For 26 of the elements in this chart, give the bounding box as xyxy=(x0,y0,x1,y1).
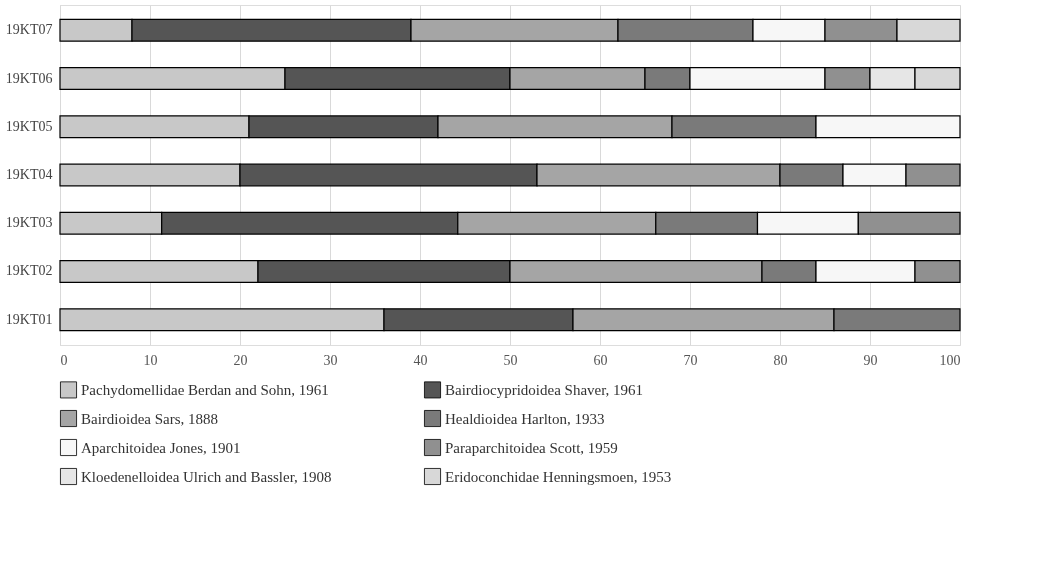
x-tick-label: 80 xyxy=(773,352,788,368)
legend-label: Eridoconchidae Henningsmoen, 1953 xyxy=(445,468,672,485)
x-tick-label: 40 xyxy=(413,352,428,368)
y-tick-label: 19KT02 xyxy=(5,263,53,279)
legend-label: Aparchitoidea Jones, 1901 xyxy=(81,439,241,456)
x-tick-label: 30 xyxy=(323,352,338,368)
legend-label: Pachydomellidae Berdan and Sohn, 1961 xyxy=(81,381,329,398)
legend-label: Bairdioidea Sars, 1888 xyxy=(81,410,219,427)
x-tick-label: 50 xyxy=(503,352,518,368)
x-tick-label: 60 xyxy=(593,352,608,368)
legend-label: Healdioidea Harlton, 1933 xyxy=(445,410,605,427)
x-tick-label: 20 xyxy=(233,352,248,368)
x-tick-label: 100 xyxy=(939,352,961,368)
y-tick-label: 19KT04 xyxy=(5,167,53,182)
y-tick-label: 19KT03 xyxy=(5,215,53,231)
x-tick-label: 0 xyxy=(60,352,68,368)
x-tick-label: 10 xyxy=(143,352,158,368)
x-tick-label: 70 xyxy=(683,352,698,368)
y-tick-label: 19KT07 xyxy=(5,22,53,38)
y-tick-label: 19KT05 xyxy=(5,118,53,134)
x-tick-label: 90 xyxy=(863,352,878,368)
legend-label: Kloedenelloidea Ulrich and Bassler, 1908 xyxy=(81,468,332,485)
legend-label: Bairdiocypridoidea Shaver, 1961 xyxy=(445,381,644,398)
y-tick-label: 19KT06 xyxy=(5,70,53,86)
legend-label: Paraparchitoidea Scott, 1959 xyxy=(445,439,618,456)
y-tick-label: 19KT01 xyxy=(5,311,53,327)
